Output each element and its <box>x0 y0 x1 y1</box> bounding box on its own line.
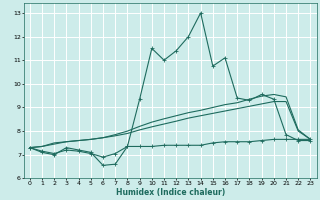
X-axis label: Humidex (Indice chaleur): Humidex (Indice chaleur) <box>116 188 225 197</box>
